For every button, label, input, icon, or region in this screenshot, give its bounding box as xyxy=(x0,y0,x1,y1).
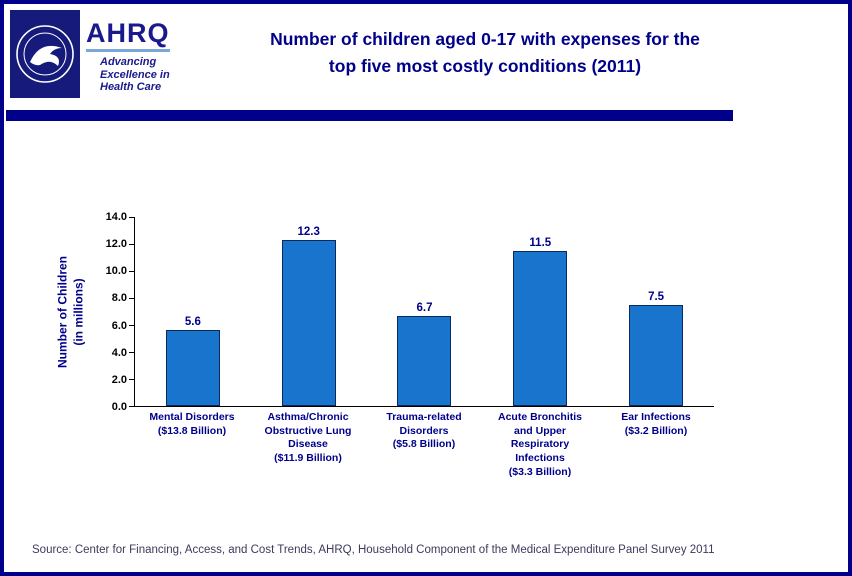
y-axis-ticks: 0.0 2.0 4.0 6.0 8.0 10.0 12.0 14.0 xyxy=(94,211,134,413)
x-category-label: Ear Infections ($3.2 Billion) xyxy=(598,411,714,479)
y-tick-mark xyxy=(129,297,135,299)
x-category-label: Trauma-related Disorders ($5.8 Billion) xyxy=(366,411,482,479)
x-category-label-line: and Upper xyxy=(514,424,566,437)
x-category-label-line: ($3.3 Billion) xyxy=(508,465,572,478)
x-category-label: Acute Bronchitis and Upper Respiratory Infe… xyxy=(482,411,598,479)
bar xyxy=(629,304,684,406)
ahrq-tagline-line: Advancing xyxy=(100,56,157,68)
y-tick-mark xyxy=(129,324,135,326)
bar xyxy=(281,239,336,406)
x-category-label-line: ($5.8 Billion) xyxy=(392,438,456,451)
bar-slot: 7.5 xyxy=(598,217,714,406)
bar-value-label: 7.5 xyxy=(648,290,665,303)
ahrq-tagline-line: Health Care xyxy=(100,81,162,94)
y-tick-mark xyxy=(129,351,135,353)
x-axis-labels: Mental Disorders ($13.8 Billion) Asthma/Ch… xyxy=(134,411,714,479)
y-tick-label: 6.0 xyxy=(111,319,127,332)
bar-value-label: 5.6 xyxy=(184,316,201,329)
x-category-label-line: Respiratory xyxy=(510,438,570,451)
x-category-label-line: Disease xyxy=(288,438,328,451)
chart-title: Number of children aged 0-17 with expens… xyxy=(192,10,838,106)
y-tick-label: 12.0 xyxy=(105,238,127,251)
y-tick-label: 14.0 xyxy=(105,211,127,223)
bar-slot: 11.5 xyxy=(482,217,598,406)
bar-value-label: 11.5 xyxy=(529,236,552,249)
header-divider-bar xyxy=(6,110,733,121)
x-category-label-line: Asthma/Chronic xyxy=(267,411,349,423)
x-category-label: Mental Disorders ($13.8 Billion) xyxy=(134,411,250,479)
y-axis-title: Number of Children (in millions) xyxy=(48,217,94,407)
y-tick-label: 10.0 xyxy=(105,265,127,278)
y-tick-mark xyxy=(129,378,135,380)
ahrq-logo: AHRQ Advancing Excellence in Health Care xyxy=(86,10,170,106)
y-axis-title-line2: (in millions) xyxy=(71,278,85,346)
x-category-label-line: Mental Disorders xyxy=(149,411,235,423)
x-category-label-line: Disorders xyxy=(399,424,449,437)
y-tick-label: 2.0 xyxy=(111,373,127,386)
x-category-label: Asthma/Chronic Obstructive Lung Disease ($1… xyxy=(250,411,366,479)
x-category-label-line: ($13.8 Billion) xyxy=(157,424,227,437)
bar-chart: Number of Children (in millions) 0.0 2.0 4… xyxy=(48,211,848,413)
ahrq-tagline-line: Excellence in xyxy=(100,68,170,81)
ahrq-logo-text: AHRQ xyxy=(86,20,170,52)
x-category-label-line: Ear Infections xyxy=(621,411,691,423)
bar-slot: 5.6 xyxy=(135,217,251,406)
header: AHRQ Advancing Excellence in Health Care… xyxy=(4,4,848,106)
source-note: Source: Center for Financing, Access, an… xyxy=(32,544,715,556)
ahrq-tagline: Advancing Excellence in Health Care xyxy=(86,56,170,94)
x-category-label-line: ($11.9 Billion) xyxy=(274,451,342,464)
y-tick-label: 8.0 xyxy=(111,292,127,305)
y-axis-title-text: Number of Children (in millions) xyxy=(55,256,86,368)
y-tick-mark xyxy=(129,243,135,245)
bar-slot: 12.3 xyxy=(251,217,367,406)
bar-value-label: 12.3 xyxy=(297,225,320,238)
logo-group: AHRQ Advancing Excellence in Health Care xyxy=(10,10,192,106)
y-tick-mark xyxy=(129,216,135,218)
x-category-label-line: Infections xyxy=(515,451,565,464)
bar xyxy=(165,330,220,406)
y-tick-mark xyxy=(129,270,135,272)
y-tick-mark xyxy=(129,405,135,407)
plot-area: 5.6 12.3 6.7 11.5 7.5 xyxy=(129,216,714,407)
hhs-seal-icon xyxy=(10,10,80,98)
y-tick-label: 4.0 xyxy=(111,346,127,359)
x-category-label-line: ($3.2 Billion) xyxy=(624,424,688,437)
y-tick-label: 0.0 xyxy=(111,401,127,413)
bar xyxy=(397,315,452,406)
bar-value-label: 6.7 xyxy=(416,301,433,314)
bar xyxy=(513,250,568,406)
x-category-label-line: Trauma-related xyxy=(386,411,462,423)
chart-title-line1: Number of children aged 0-17 with expens… xyxy=(270,29,700,49)
x-category-label-line: Acute Bronchitis xyxy=(497,411,582,423)
bar-slot: 6.7 xyxy=(367,217,483,406)
chart-title-line2: top five most costly conditions (2011) xyxy=(328,56,642,77)
x-category-label-line: Obstructive Lung xyxy=(264,424,352,437)
y-axis-title-line1: Number of Children xyxy=(55,255,70,369)
